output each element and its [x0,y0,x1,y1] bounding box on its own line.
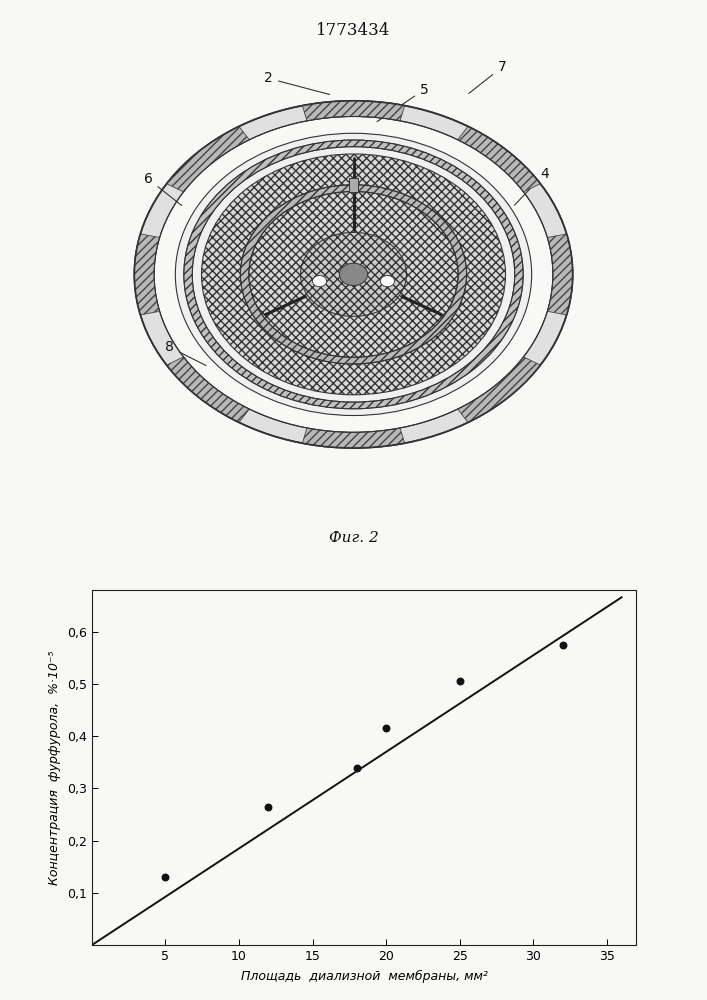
Wedge shape [240,185,467,364]
Point [557,637,568,653]
Wedge shape [184,140,523,409]
Wedge shape [134,234,160,315]
Text: 3: 3 [491,251,527,265]
Text: Фиг. 2: Фиг. 2 [329,531,378,545]
Point [454,673,465,689]
Circle shape [339,263,368,286]
Text: 1773434: 1773434 [316,22,391,39]
Point [263,799,274,815]
FancyBboxPatch shape [349,178,358,192]
Y-axis label: Концентрация  фурфурола,  %·10⁻⁵: Концентрация фурфурола, %·10⁻⁵ [49,650,62,885]
Point [380,720,392,736]
Circle shape [380,276,395,287]
Text: 9: 9 [307,330,327,360]
Wedge shape [303,101,404,121]
Wedge shape [167,357,250,422]
Point [160,869,171,885]
Text: 8: 8 [165,340,206,366]
Wedge shape [303,428,404,448]
Text: 7: 7 [469,60,506,93]
Circle shape [154,116,553,432]
Wedge shape [457,357,540,422]
Text: 5: 5 [377,83,428,122]
Wedge shape [167,126,250,192]
Wedge shape [547,234,573,315]
X-axis label: Площадь  диализной  мембраны, мм²: Площадь диализной мембраны, мм² [240,970,488,983]
Text: 2: 2 [264,71,329,94]
Circle shape [312,276,327,287]
Circle shape [300,232,407,316]
Text: 6: 6 [144,172,182,205]
Circle shape [175,133,532,416]
Circle shape [201,154,506,395]
Circle shape [134,101,573,448]
Text: 4: 4 [515,167,549,205]
Wedge shape [457,126,540,192]
Point [351,760,363,776]
